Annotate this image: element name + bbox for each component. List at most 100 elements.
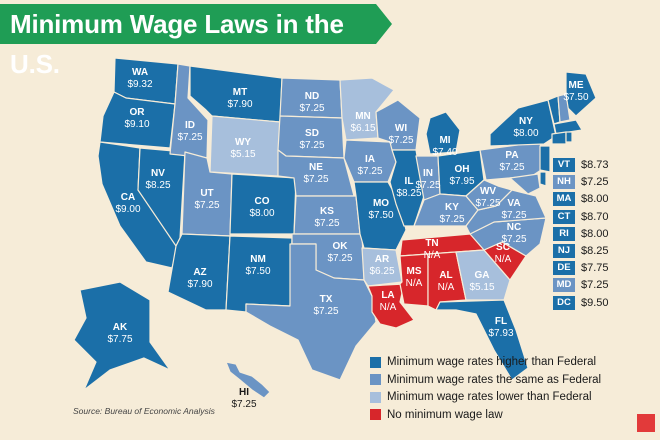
legend-item: Minimum wage rates higher than Federal <box>370 354 601 370</box>
state-wage: $6.25 <box>369 266 394 277</box>
state-nh <box>557 93 571 123</box>
state-wage: $7.25 <box>388 135 413 146</box>
state-label-co: CO $8.00 <box>249 196 274 219</box>
state-label-ia: IA $7.25 <box>357 154 382 177</box>
state-abbr: IN <box>423 168 433 179</box>
state-abbr: IL <box>405 176 414 187</box>
state-label-sc: SC N/A <box>495 242 512 265</box>
state-hi <box>225 361 271 399</box>
legend-swatch-higher <box>370 356 381 368</box>
state-wage: $7.25 <box>303 174 328 185</box>
state-abbr: WI <box>395 123 407 134</box>
state-label-ne: NE $7.25 <box>303 162 328 185</box>
state-label-tn: TN N/A <box>424 238 441 261</box>
state-wage: $9.10 <box>124 119 149 130</box>
legend-item: Minimum wage rates the same as Federal <box>370 372 601 388</box>
source-note: Source: Bureau of Economic Analysis <box>73 406 215 416</box>
state-label-sd: SD $7.25 <box>299 128 324 151</box>
state-label-in: IN $7.25 <box>415 168 440 191</box>
state-abbr: AK <box>113 322 128 333</box>
state-wage: $5.15 <box>230 149 255 160</box>
state-wage: $7.25 <box>475 198 500 209</box>
state-label-mi: MI $7.40 <box>432 135 457 158</box>
legend-item: No minimum wage law <box>370 407 601 423</box>
state-label-me: ME $7.50 <box>563 80 588 103</box>
state-abbr: MI <box>439 135 450 146</box>
state-code: DC <box>553 295 575 310</box>
table-row: NJ $8.25 <box>553 243 643 259</box>
state-abbr: NV <box>151 168 165 179</box>
state-abbr: MO <box>373 198 389 209</box>
state-abbr: TX <box>320 294 333 305</box>
state-label-or: OR $9.10 <box>124 107 149 130</box>
state-ct <box>551 131 567 145</box>
legend-label: Minimum wage rates lower than Federal <box>387 391 592 403</box>
state-wage: $6.15 <box>350 123 375 134</box>
state-code: CT <box>553 209 575 224</box>
state-code: DE <box>553 261 575 276</box>
state-abbr: NM <box>250 254 266 265</box>
state-wage: $8.00 <box>581 193 609 206</box>
state-wage: $7.25 <box>501 234 526 245</box>
legend-label: Minimum wage rates higher than Federal <box>387 356 597 368</box>
state-label-va: VA $7.25 <box>501 198 526 221</box>
state-wage: $7.25 <box>499 162 524 173</box>
state-wage: $7.25 <box>415 180 440 191</box>
state-wage: $9.00 <box>115 204 140 215</box>
state-ga <box>455 249 511 301</box>
legend-swatch-none <box>370 409 381 420</box>
state-abbr: ND <box>305 91 319 102</box>
state-wage: N/A <box>380 302 397 313</box>
state-nj <box>539 145 551 173</box>
state-abbr: CO <box>255 196 270 207</box>
state-wage: $7.25 <box>581 176 609 189</box>
state-label-hi: HI $7.25 <box>231 387 256 410</box>
state-code: RI <box>553 226 575 241</box>
map-legend: Minimum wage rates higher than Federal M… <box>370 354 601 424</box>
state-abbr: ME <box>569 80 584 91</box>
state-code: MA <box>553 192 575 207</box>
state-label-tx: TX $7.25 <box>313 294 338 317</box>
legend-label: No minimum wage law <box>387 408 503 421</box>
table-row: CT $8.70 <box>553 209 643 225</box>
state-wage: $8.00 <box>249 208 274 219</box>
state-wage: $7.25 <box>439 214 464 225</box>
state-abbr: SD <box>305 128 319 139</box>
state-label-ms: MS N/A <box>406 266 423 289</box>
state-wage: $7.75 <box>581 262 609 275</box>
legend-label: Minimum wage rates the same as Federal <box>387 373 602 386</box>
state-label-nm: NM $7.50 <box>245 254 270 277</box>
state-label-ak: AK $7.75 <box>107 322 132 345</box>
state-label-ky: KY $7.25 <box>439 202 464 225</box>
state-abbr: WA <box>132 67 148 78</box>
state-abbr: WV <box>480 186 496 197</box>
state-abbr: KY <box>445 202 459 213</box>
state-label-ks: KS $7.25 <box>314 206 339 229</box>
state-abbr: MT <box>233 87 247 98</box>
table-row: DC $9.50 <box>553 295 643 311</box>
table-row: MA $8.00 <box>553 191 643 207</box>
state-label-il: IL $8.25 <box>396 176 421 199</box>
legend-swatch-same <box>370 374 381 385</box>
state-abbr: KS <box>320 206 334 217</box>
state-abbr: LA <box>381 290 394 301</box>
state-tx <box>245 243 377 381</box>
state-label-ok: OK $7.25 <box>327 241 352 264</box>
state-wv <box>465 179 513 211</box>
state-wage: $7.50 <box>563 92 588 103</box>
state-label-mt: MT $7.90 <box>227 87 252 110</box>
state-wage: $7.90 <box>227 99 252 110</box>
state-wage: $8.70 <box>581 210 609 223</box>
state-wage: $7.25 <box>327 253 352 264</box>
state-abbr: NY <box>519 116 533 127</box>
state-fl <box>435 299 529 381</box>
page-title: Minimum Wage Laws in the U.S. <box>0 4 392 79</box>
state-abbr: GA <box>475 270 490 281</box>
state-label-oh: OH $7.95 <box>449 164 474 187</box>
state-abbr: AZ <box>193 267 206 278</box>
state-label-wy: WY $5.15 <box>230 137 255 160</box>
state-abbr: AR <box>375 254 390 265</box>
state-wage: $7.25 <box>501 210 526 221</box>
